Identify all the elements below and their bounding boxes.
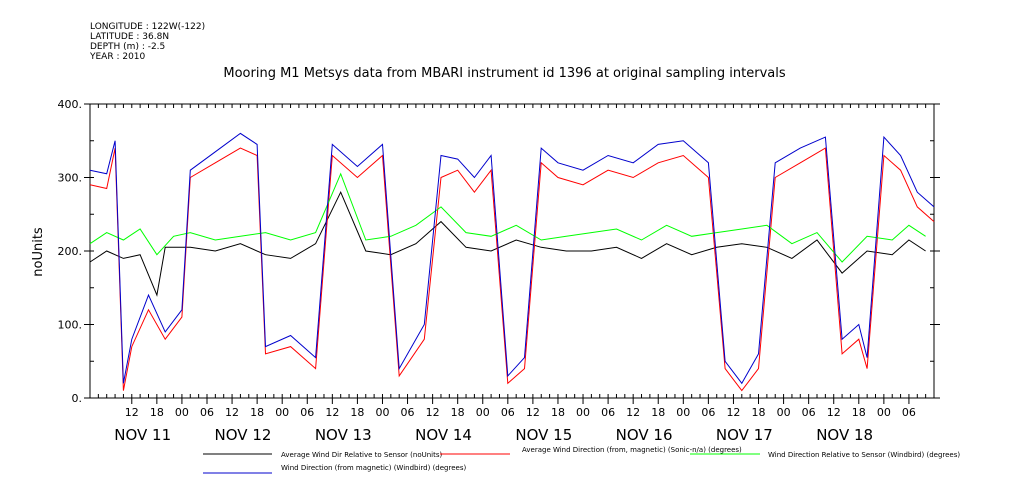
x-tick-label: 12 [426,406,440,419]
x-day-label: NOV 16 [616,426,673,444]
y-tick-label: 200. [58,245,83,258]
x-tick-label: 06 [601,406,615,419]
x-tick-label: 18 [752,406,766,419]
x-tick-label: 00 [676,406,690,419]
x-tick-label: 06 [200,406,214,419]
x-tick-label: 06 [701,406,715,419]
x-tick-label: 00 [777,406,791,419]
y-tick-label: 400. [58,98,83,111]
series-line-2 [89,147,935,392]
x-day-label: NOV 15 [515,426,572,444]
x-tick-label: 00 [175,406,189,419]
x-day-label: NOV 14 [415,426,472,444]
x-tick-label: 00 [576,406,590,419]
y-tick-label: 100. [58,319,83,332]
series-line-1 [89,190,926,297]
x-tick-label: 18 [150,406,164,419]
x-day-label: NOV 12 [215,426,272,444]
x-tick-label: 18 [852,406,866,419]
meta-latitude: LATITUDE : 36.8N [90,32,170,42]
x-tick-label: 00 [476,406,490,419]
y-tick-label: 0. [72,392,83,405]
x-tick-label: 12 [526,406,540,419]
x-tick-label: 00 [375,406,389,419]
x-tick-label: 00 [877,406,891,419]
series-line-4 [89,132,935,385]
chart-title: Mooring M1 Metsys data from MBARI instru… [223,66,786,81]
x-tick-label: 12 [827,406,841,419]
x-day-label: NOV 13 [315,426,372,444]
x-day-label: NOV 11 [114,426,171,444]
x-tick-label: 06 [501,406,515,419]
x-tick-label: 18 [651,406,665,419]
y-axis-label: noUnits [31,227,46,277]
x-tick-label: 06 [902,406,916,419]
x-tick-label: 18 [250,406,264,419]
x-tick-label: 12 [626,406,640,419]
x-tick-label: 06 [802,406,816,419]
x-tick-label: 18 [451,406,465,419]
x-tick-label: 12 [325,406,339,419]
x-tick-label: 06 [300,406,314,419]
x-tick-label: 18 [551,406,565,419]
chart-legend: Average Wind Dir Relative to Sensor (noU… [203,446,960,474]
x-tick-label: 12 [225,406,239,419]
x-tick-label: 00 [275,406,289,419]
x-tick-label: 12 [726,406,740,419]
meta-year: YEAR : 2010 [90,52,146,62]
legend-label-4: Wind Direction (from magnetic) (Windbird… [281,464,466,472]
x-day-label: NOV 18 [816,426,873,444]
legend-label-3: Wind Direction Relative to Sensor (Windb… [768,451,960,459]
x-tick-label: 18 [350,406,364,419]
chart-series-layer [89,132,935,392]
x-day-label: NOV 17 [716,426,773,444]
legend-label-2: Average Wind Direction (from, magnetic) … [522,446,742,454]
meta-depth: DEPTH (m) : -2.5 [90,42,166,52]
meta-longitude: LONGITUDE : 122W(-122) [90,22,206,32]
series-line-3 [89,172,926,263]
legend-label-1: Average Wind Dir Relative to Sensor (noU… [281,451,442,459]
chart-ticks: 12 18 00 06 12 18 00 06 12 18 00 06 12 18 00 06 12 18 00 06… [58,98,940,444]
x-tick-label: 06 [401,406,415,419]
y-tick-label: 300. [58,172,83,185]
x-tick-label: 12 [125,406,139,419]
